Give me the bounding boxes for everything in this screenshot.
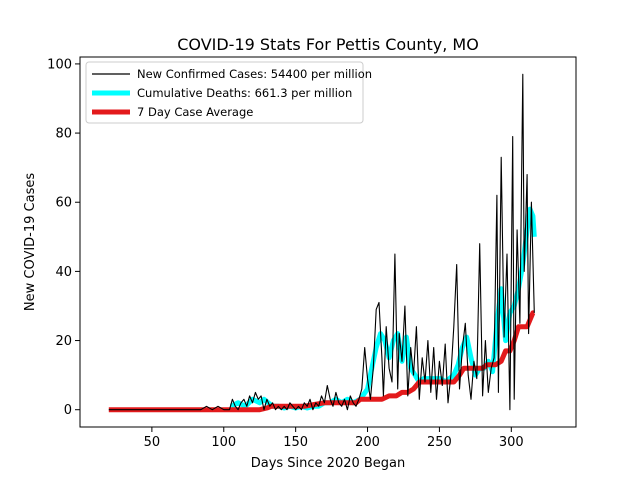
y-tick-label: 100 bbox=[47, 57, 72, 72]
y-axis-ticks: 0 20 40 60 80 100 bbox=[47, 57, 80, 418]
x-tick-label: 250 bbox=[427, 435, 452, 450]
series-layer bbox=[108, 73, 537, 413]
x-axis-ticks: 50 100 150 200 250 300 bbox=[144, 427, 524, 450]
y-tick-label: 80 bbox=[55, 127, 72, 142]
y-tick-label: 60 bbox=[55, 196, 72, 211]
y-axis-title: New COVID-19 Cases bbox=[23, 173, 38, 311]
y-tick-label: 20 bbox=[55, 334, 72, 349]
y-tick-label: 40 bbox=[55, 265, 72, 280]
legend-label-cases: New Confirmed Cases: 54400 per million bbox=[137, 67, 372, 81]
y-tick-label: 0 bbox=[64, 403, 72, 418]
chart-title: COVID-19 Stats For Pettis County, MO bbox=[177, 35, 479, 54]
plot-frame bbox=[79, 56, 577, 428]
legend: New Confirmed Cases: 54400 per million C… bbox=[85, 61, 372, 124]
legend-box bbox=[85, 61, 364, 124]
series-line-new-cases bbox=[108, 73, 535, 411]
x-tick-label: 200 bbox=[355, 435, 380, 450]
x-tick-label: 100 bbox=[211, 435, 236, 450]
series-line-7-day-average bbox=[108, 310, 536, 413]
x-tick-label: 300 bbox=[499, 435, 524, 450]
legend-label-average: 7 Day Case Average bbox=[137, 105, 253, 119]
legend-label-deaths: Cumulative Deaths: 661.3 per million bbox=[137, 86, 352, 100]
x-axis-title: Days Since 2020 Began bbox=[251, 456, 406, 471]
x-tick-label: 50 bbox=[144, 435, 161, 450]
x-tick-label: 150 bbox=[283, 435, 308, 450]
